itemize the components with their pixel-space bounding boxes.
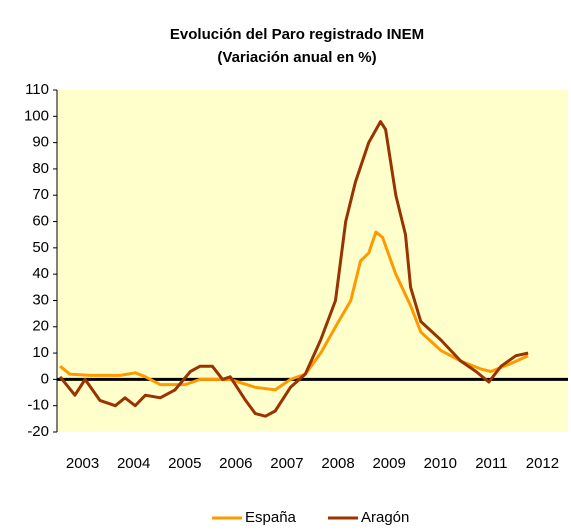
x-tick-label: 2008 [321, 455, 354, 472]
x-tick-label: 2009 [372, 455, 405, 472]
x-tick-label: 2005 [168, 455, 201, 472]
x-tick-label: 2004 [117, 455, 150, 472]
y-tick-label: -10 [27, 397, 49, 414]
y-tick-label: 10 [32, 344, 49, 361]
y-tick-label: 30 [32, 291, 49, 308]
legend-label: Aragón [361, 509, 409, 526]
y-tick-label: 100 [24, 107, 49, 124]
x-tick-label: 2007 [270, 455, 303, 472]
x-tick-label: 2012 [526, 455, 559, 472]
chart-subtitle: (Variación anual en %) [217, 49, 376, 66]
y-tick-label: 110 [25, 81, 49, 98]
x-tick-label: 2006 [219, 455, 252, 472]
y-tick-label: 20 [32, 318, 49, 335]
y-tick-label: 40 [32, 265, 49, 282]
y-tick-label: 50 [32, 239, 49, 256]
y-tick-label: 70 [32, 186, 49, 203]
legend-label: España [245, 509, 297, 526]
line [59, 230, 529, 392]
x-tick-label: 2003 [66, 455, 99, 472]
y-tick-label: 80 [32, 160, 49, 177]
y-tick-label: 0 [41, 370, 49, 387]
y-tick-label: 60 [32, 213, 49, 230]
y-tick-label: -20 [27, 423, 49, 440]
line [58, 120, 529, 418]
y-tick-label: 90 [32, 134, 49, 151]
x-tick-label: 2011 [475, 455, 507, 472]
chart-title: Evolución del Paro registrado INEM [170, 26, 424, 43]
x-tick-label: 2010 [424, 455, 457, 472]
